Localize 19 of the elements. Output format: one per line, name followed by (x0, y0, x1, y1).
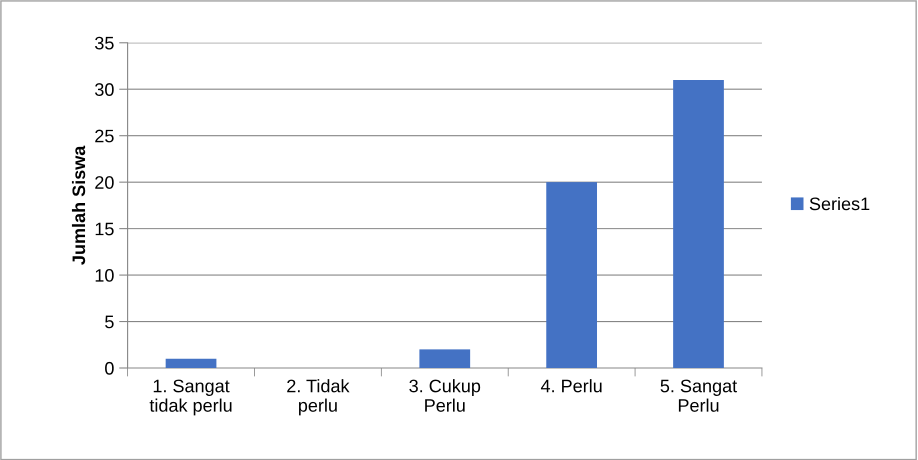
bar (419, 349, 470, 368)
y-tick-label: 20 (95, 176, 114, 189)
y-tick-label: 35 (95, 36, 114, 50)
y-tick-label: 30 (95, 83, 114, 96)
y-tick-label: 15 (96, 222, 114, 236)
y-tick-label: 5 (105, 316, 114, 328)
bar (546, 182, 598, 368)
bar (166, 358, 216, 368)
bar (673, 80, 724, 368)
y-tick-label: 25 (95, 130, 114, 142)
y-tick-label: 10 (96, 269, 114, 282)
y-axis-title: Jumlah Siswa (72, 146, 86, 265)
x-tick-label: 2. Tidak perlu (287, 379, 350, 416)
x-tick-label: 3. Cukup Perlu (409, 379, 480, 412)
legend-label: Series1 (810, 196, 870, 210)
x-tick-label: 1. Sangat tidak perlu (150, 380, 232, 416)
y-tick-label: 0 (105, 362, 114, 375)
x-tick-label: 5. Sangat Perlu (660, 380, 738, 412)
x-tick-label: 4. Perlu (540, 379, 602, 392)
